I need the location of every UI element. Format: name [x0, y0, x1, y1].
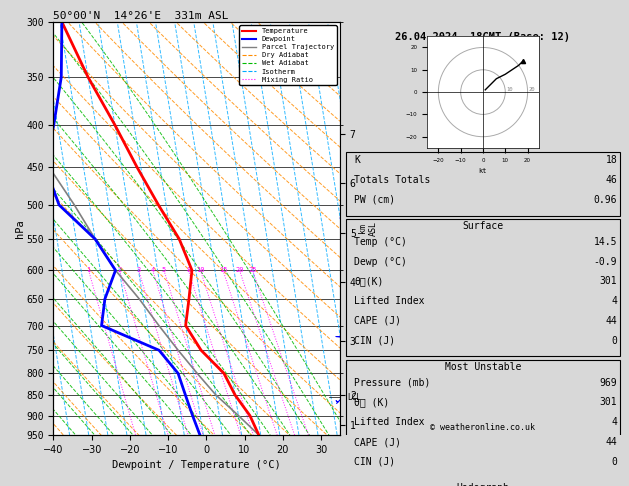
Text: PW (cm): PW (cm)	[354, 195, 396, 205]
Text: CAPE (J): CAPE (J)	[354, 316, 401, 326]
Text: Most Unstable: Most Unstable	[445, 362, 521, 372]
Text: 10: 10	[196, 267, 204, 273]
Text: Lifted Index: Lifted Index	[354, 296, 425, 306]
Text: CIN (J): CIN (J)	[354, 336, 396, 346]
Text: K: K	[354, 156, 360, 165]
Text: 26.04.2024  18GMT (Base: 12): 26.04.2024 18GMT (Base: 12)	[396, 32, 571, 42]
Bar	[346, 152, 620, 216]
Text: 301: 301	[599, 277, 617, 286]
Text: Totals Totals: Totals Totals	[354, 175, 431, 185]
Y-axis label: km
ASL: km ASL	[359, 221, 378, 236]
Bar	[346, 360, 620, 478]
X-axis label: Dewpoint / Temperature (°C): Dewpoint / Temperature (°C)	[113, 460, 281, 470]
Bar	[346, 219, 620, 357]
Text: 0: 0	[611, 336, 617, 346]
Text: CIN (J): CIN (J)	[354, 457, 396, 467]
Text: 4: 4	[611, 296, 617, 306]
Text: Hodograph: Hodograph	[457, 483, 509, 486]
Text: 44: 44	[606, 437, 617, 447]
Text: CAPE (J): CAPE (J)	[354, 437, 401, 447]
Text: Surface: Surface	[462, 221, 504, 231]
Text: Mixing Ratio (g/kg): Mixing Ratio (g/kg)	[379, 234, 387, 322]
Legend: Temperature, Dewpoint, Parcel Trajectory, Dry Adiabat, Wet Adiabat, Isotherm, Mi: Temperature, Dewpoint, Parcel Trajectory…	[240, 25, 337, 86]
Text: 3: 3	[136, 267, 141, 273]
Text: 969: 969	[599, 378, 617, 387]
Y-axis label: hPa: hPa	[14, 219, 25, 238]
Text: LCL: LCL	[347, 393, 361, 402]
Text: Temp (°C): Temp (°C)	[354, 237, 407, 247]
Text: 0.96: 0.96	[594, 195, 617, 205]
Bar	[346, 481, 620, 486]
Text: 4: 4	[611, 417, 617, 427]
Text: 50°00'N  14°26'E  331m ASL: 50°00'N 14°26'E 331m ASL	[53, 11, 229, 21]
Text: 20: 20	[235, 267, 244, 273]
Text: 44: 44	[606, 316, 617, 326]
Text: 18: 18	[606, 156, 617, 165]
Text: θᴇ(K): θᴇ(K)	[354, 277, 384, 286]
Text: 46: 46	[606, 175, 617, 185]
Text: 14.5: 14.5	[594, 237, 617, 247]
Text: 15: 15	[219, 267, 227, 273]
Text: 8: 8	[186, 267, 191, 273]
Text: 0: 0	[611, 457, 617, 467]
Text: 5: 5	[162, 267, 166, 273]
Text: © weatheronline.co.uk: © weatheronline.co.uk	[430, 423, 535, 432]
Text: 4: 4	[150, 267, 155, 273]
Text: 301: 301	[599, 398, 617, 407]
Text: θᴇ (K): θᴇ (K)	[354, 398, 389, 407]
Text: 1: 1	[86, 267, 91, 273]
Text: 25: 25	[248, 267, 257, 273]
Text: Lifted Index: Lifted Index	[354, 417, 425, 427]
Text: Pressure (mb): Pressure (mb)	[354, 378, 431, 387]
Text: Dewp (°C): Dewp (°C)	[354, 257, 407, 266]
Text: 2: 2	[118, 267, 121, 273]
Text: -0.9: -0.9	[594, 257, 617, 266]
